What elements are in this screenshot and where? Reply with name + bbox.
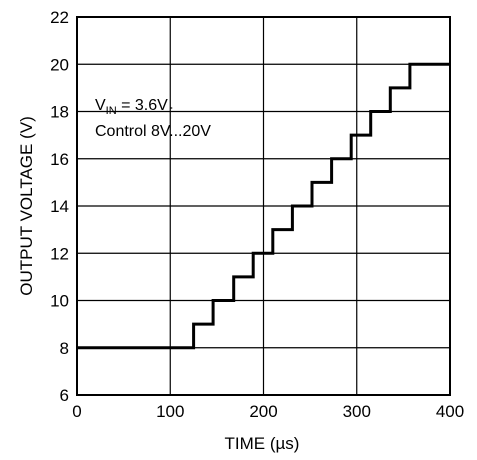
y-tick-label: 6 xyxy=(60,386,69,405)
plot-frame xyxy=(76,16,451,396)
y-tick-labels: 6 8 10 12 14 16 18 20 22 xyxy=(50,8,69,405)
x-tick-label: 400 xyxy=(436,402,464,421)
annotation: VIN = 3.6V Control 8V...20V xyxy=(95,97,211,140)
series-line xyxy=(77,62,450,350)
x-tick-labels: 0 100 200 300 400 xyxy=(72,402,464,421)
x-tick-label: 0 xyxy=(72,402,81,421)
y-tick-label: 8 xyxy=(60,339,69,358)
annotation-line1: VIN = 3.6V xyxy=(95,97,168,117)
y-tick-label: 22 xyxy=(50,8,69,27)
x-tick-label: 200 xyxy=(249,402,277,421)
y-tick-label: 12 xyxy=(50,244,69,263)
y-tick-label: 20 xyxy=(50,55,69,74)
x-tick-label: 100 xyxy=(156,402,184,421)
y-axis-title: OUTPUT VOLTAGE (V) xyxy=(17,116,36,295)
y-tick-label: 14 xyxy=(50,197,69,216)
x-axis-title: TIME (µs) xyxy=(225,434,300,453)
y-tick-label: 10 xyxy=(50,292,69,311)
x-tick-label: 300 xyxy=(343,402,371,421)
grid-lines xyxy=(77,17,450,395)
y-tick-label: 18 xyxy=(50,103,69,122)
y-tick-label: 16 xyxy=(50,150,69,169)
annotation-line2: Control 8V...20V xyxy=(95,123,211,140)
